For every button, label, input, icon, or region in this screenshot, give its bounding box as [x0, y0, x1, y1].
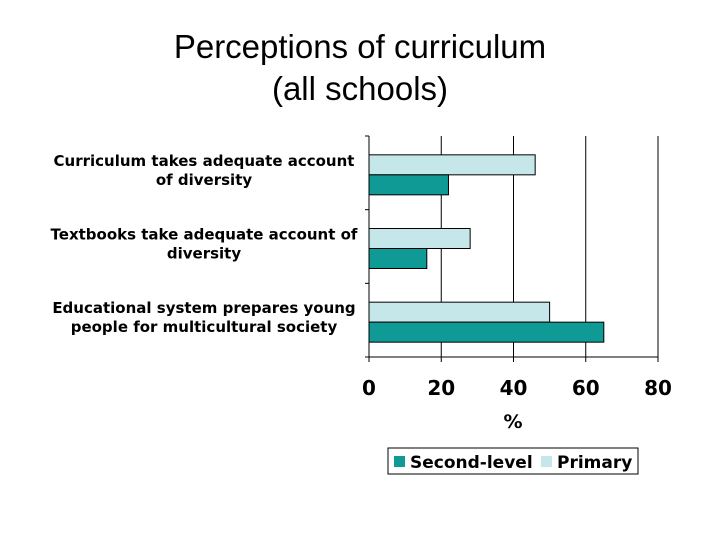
- category-label-line: people for multicultural society: [71, 318, 338, 336]
- legend-label-primary: Primary: [557, 453, 632, 473]
- legend-swatch-second-level: [394, 456, 405, 467]
- category-label: Curriculum takes adequate account of dive…: [54, 152, 355, 189]
- x-tick-labels: 0 20 40 60 80: [362, 376, 672, 400]
- category-label-line: Curriculum takes adequate account: [54, 152, 355, 170]
- bar-second-level-2: [368, 321, 605, 343]
- chart-title-line-1: Perceptions of curriculum: [173, 28, 547, 65]
- bar-primary-0: [368, 154, 536, 176]
- x-axis-label: %: [503, 411, 522, 433]
- legend-swatch-primary: [541, 456, 552, 467]
- chart-title: Perceptions of curriculum (all schools): [0, 26, 720, 110]
- x-tick-label: 80: [644, 376, 672, 400]
- x-tick-label: 40: [500, 376, 528, 400]
- bars: [368, 154, 605, 343]
- x-tick-label: 0: [362, 376, 376, 400]
- x-tick-label: 60: [572, 376, 600, 400]
- category-label-line: Textbooks take adequate account of: [51, 226, 358, 244]
- bar-second-level-1: [368, 248, 428, 269]
- legend: Second-level Primary: [387, 447, 639, 475]
- category-label: Textbooks take adequate account of divers…: [51, 226, 358, 263]
- category-labels: Curriculum takes adequate account of dive…: [51, 152, 358, 336]
- bar-primary-2: [368, 301, 551, 323]
- category-label-line: diversity: [167, 245, 241, 263]
- bar-primary-1: [368, 228, 471, 249]
- legend-box: [387, 447, 639, 475]
- bar-second-level-0: [368, 174, 449, 196]
- category-label: Educational system prepares young people …: [52, 299, 355, 336]
- legend-label-second-level: Second-level: [410, 453, 533, 473]
- category-label-line: Educational system prepares young: [52, 299, 355, 317]
- chart-title-line-2: (all schools): [271, 70, 449, 107]
- category-label-line: of diversity: [156, 171, 253, 189]
- x-tick-label: 20: [427, 376, 455, 400]
